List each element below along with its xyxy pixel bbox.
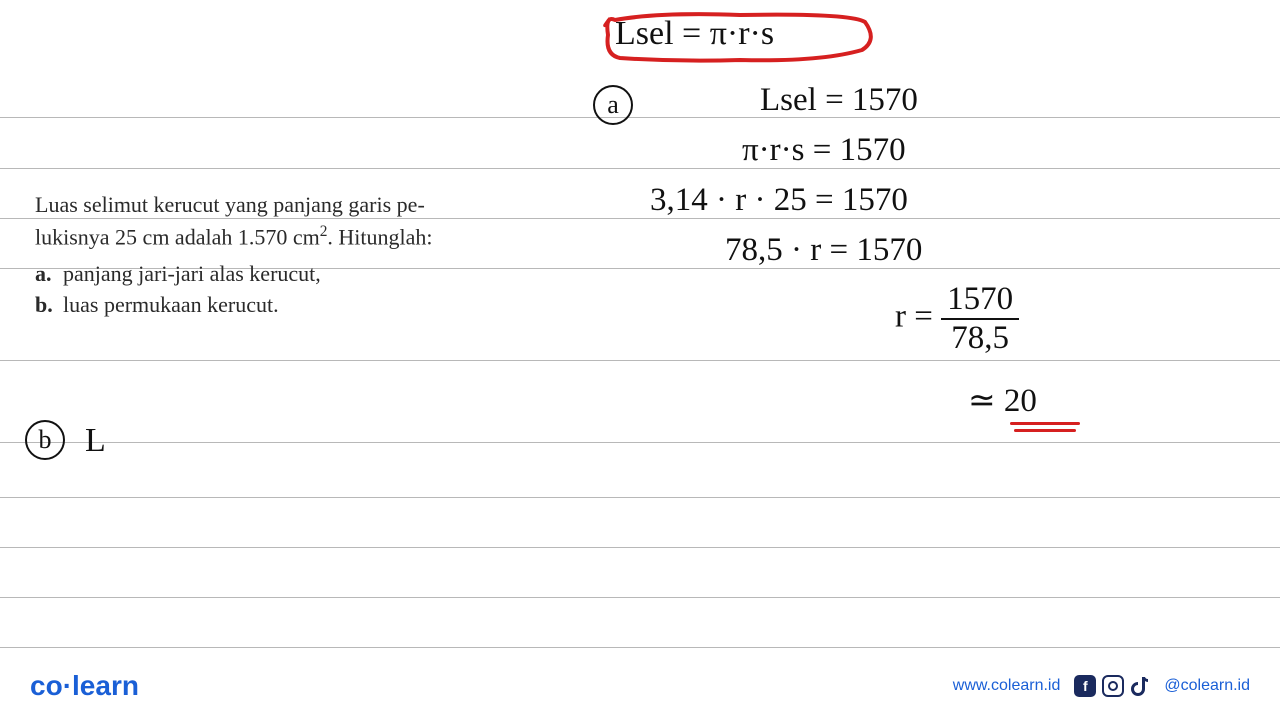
work-line: 3,14 · r · 25 = 1570 (650, 182, 908, 219)
fraction: 1570 78,5 (941, 283, 1019, 355)
ruled-line (0, 497, 1280, 498)
question-main: Luas selimut kerucut yang panjang garis … (35, 190, 465, 253)
footer-url[interactable]: www.colearn.id (953, 677, 1061, 695)
question-line2-pre: lukisnya 25 cm adalah 1.570 cm (35, 224, 320, 249)
facebook-icon[interactable]: f (1074, 675, 1096, 697)
ruled-line (0, 442, 1280, 443)
footer: co·learn www.colearn.id f @colearn.id (0, 670, 1280, 702)
formula-text: Lsel = π·r·s (615, 15, 774, 53)
logo-co: co (30, 670, 63, 701)
ruled-line (0, 117, 1280, 118)
marker-b: b (25, 420, 65, 460)
footer-right: www.colearn.id f @colearn.id (953, 675, 1250, 697)
logo-learn: learn (72, 670, 139, 701)
work-fraction: r = 1570 78,5 (895, 283, 1019, 355)
ruled-line (0, 360, 1280, 361)
question-item: b.luas permukaan kerucut. (35, 290, 465, 321)
fraction-prefix: r = (895, 299, 941, 335)
marker-a: a (593, 85, 633, 125)
question-block: Luas selimut kerucut yang panjang garis … (35, 190, 465, 321)
ruled-line (0, 547, 1280, 548)
question-item-label: b. (35, 290, 63, 321)
question-item-text: panjang jari-jari alas kerucut, (63, 261, 321, 286)
ruled-line (0, 647, 1280, 648)
work-line: 78,5 · r = 1570 (725, 232, 922, 269)
brand-logo: co·learn (30, 670, 139, 702)
result-line: ≃ 20 (968, 380, 1037, 420)
result-underline (1010, 422, 1080, 436)
logo-dot: · (63, 670, 72, 701)
question-item-text: luas permukaan kerucut. (63, 292, 279, 317)
page-root: Lsel = π·r·s a Lsel = 1570 π·r·s = 1570 … (0, 0, 1280, 720)
question-line1: Luas selimut kerucut yang panjang garis … (35, 192, 425, 217)
marker-b-letter: b (39, 425, 52, 455)
work-line: π·r·s = 1570 (742, 132, 906, 169)
fraction-denominator: 78,5 (951, 320, 1009, 355)
ruled-line (0, 597, 1280, 598)
fraction-numerator: 1570 (941, 283, 1019, 320)
work-line: Lsel = 1570 (760, 82, 918, 119)
marker-a-letter: a (607, 90, 619, 120)
tiktok-icon[interactable] (1130, 675, 1150, 697)
ruled-line (0, 168, 1280, 169)
part-b-start: L (85, 422, 106, 460)
formula-box: Lsel = π·r·s (615, 15, 774, 53)
question-line2-post: . Hitunglah: (327, 224, 432, 249)
question-item: a.panjang jari-jari alas kerucut, (35, 259, 465, 290)
instagram-inner (1108, 681, 1118, 691)
question-item-label: a. (35, 259, 63, 290)
social-icons: f (1074, 675, 1150, 697)
fb-letter: f (1083, 678, 1088, 694)
social-handle[interactable]: @colearn.id (1164, 677, 1250, 695)
instagram-icon[interactable] (1102, 675, 1124, 697)
